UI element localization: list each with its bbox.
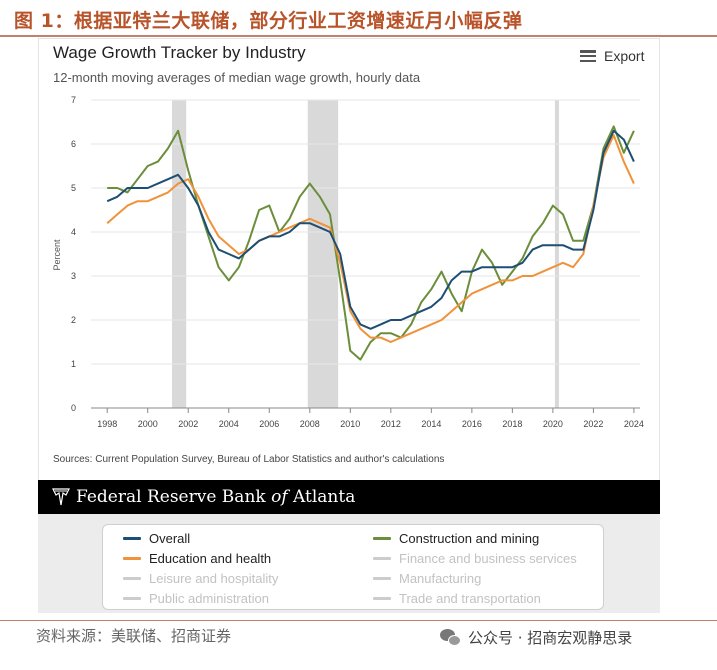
series-lines (106, 125, 635, 361)
x-tick-label: 1998 (97, 419, 117, 429)
legend-label: Education and health (149, 551, 272, 566)
x-tick-label: 2002 (178, 419, 198, 429)
legend-item-trade-and-transportation[interactable]: Trade and transportation (373, 591, 541, 606)
y-tick-label: 5 (71, 183, 76, 193)
x-tick-label: 2024 (624, 419, 644, 429)
legend-swatch (373, 597, 391, 600)
legend-label: Public administration (149, 591, 269, 606)
series-line-education-and-health (106, 134, 635, 343)
y-tick-label: 7 (71, 95, 76, 105)
legend-swatch (373, 577, 391, 580)
y-axis-label: Percent (52, 239, 62, 271)
recession-band-1 (307, 100, 339, 408)
legend-swatch (123, 557, 141, 560)
x-tick-label: 2010 (340, 419, 360, 429)
legend-swatch (373, 557, 391, 560)
y-tick-label: 1 (71, 359, 76, 369)
legend-label: Leisure and hospitality (149, 571, 279, 586)
y-tick-label: 0 (71, 403, 76, 413)
x-tick-label: 2016 (462, 419, 482, 429)
recession-bands (172, 100, 559, 408)
series-line-construction-and-mining (107, 125, 635, 361)
legend-swatch (123, 537, 141, 540)
x-tick-label: 2012 (381, 419, 401, 429)
y-tick-label: 6 (71, 139, 76, 149)
x-tick-label: 2020 (543, 419, 563, 429)
legend-item-leisure-and-hospitality[interactable]: Leisure and hospitality (123, 571, 278, 586)
hamburger-menu-icon (580, 50, 596, 62)
export-label: Export (604, 48, 645, 64)
figure-title: 图 1：根据亚特兰大联储，部分行业工资增速近月小幅反弹 (14, 10, 523, 32)
legend-item-finance-and-business-services[interactable]: Finance and business services (373, 551, 577, 566)
footer-source: 资料来源：美联储、招商证券 (36, 627, 232, 645)
chart-subtitle: 12-month moving averages of median wage … (53, 70, 421, 85)
fed-banner-text: Federal Reserve Bank of Atlanta (76, 487, 356, 507)
x-tick-label: 2000 (138, 419, 158, 429)
grid-lines (91, 99, 640, 365)
legend-swatch (123, 577, 141, 580)
y-tick-label: 3 (71, 271, 76, 281)
series-line-overall (106, 129, 635, 330)
fed-eagle-icon (52, 488, 70, 506)
x-tick-label: 2018 (502, 419, 522, 429)
chart-title: Wage Growth Tracker by Industry (53, 43, 306, 62)
recession-band-2 (554, 100, 559, 408)
x-tick-label: 2008 (300, 419, 320, 429)
chart-legend: Overall Construction and mining Education … (102, 524, 604, 610)
legend-label: Manufacturing (399, 571, 482, 586)
legend-item-manufacturing[interactable]: Manufacturing (373, 571, 481, 586)
y-tick-label: 2 (71, 315, 76, 325)
x-tick-label: 2006 (259, 419, 279, 429)
legend-label: Overall (149, 531, 191, 546)
legend-item-education-and-health[interactable]: Education and health (123, 551, 271, 566)
recession-band-0 (172, 100, 187, 408)
footer-divider (0, 620, 717, 621)
legend-swatch (123, 597, 141, 600)
x-tick-label: 2014 (421, 419, 441, 429)
wechat-tag: 公众号 · 招商宏观静思录 (440, 627, 632, 648)
x-tick-label: 2004 (219, 419, 239, 429)
legend-label: Trade and transportation (399, 591, 541, 606)
wechat-icon (440, 628, 462, 647)
legend-item-overall[interactable]: Overall (123, 531, 190, 546)
legend-item-public-administration[interactable]: Public administration (123, 591, 269, 606)
x-tick-label: 2022 (583, 419, 603, 429)
wechat-label: 公众号 · 招商宏观静思录 (468, 629, 633, 647)
export-button[interactable]: Export (580, 48, 644, 64)
title-divider (0, 35, 717, 37)
legend-swatch (373, 537, 391, 540)
legend-label: Construction and mining (399, 531, 540, 546)
fed-banner: Federal Reserve Bank of Atlanta (38, 480, 660, 514)
axes: 0 1 2 3 4 5 6 7 1998 2000 2002 2004 2006 2008 2010 2012… (71, 95, 644, 429)
y-tick-label: 4 (71, 227, 76, 237)
chart-source: Sources: Current Population Survey, Bure… (53, 454, 445, 465)
legend-label: Finance and business services (399, 551, 577, 566)
legend-item-construction-and-mining[interactable]: Construction and mining (373, 531, 539, 546)
